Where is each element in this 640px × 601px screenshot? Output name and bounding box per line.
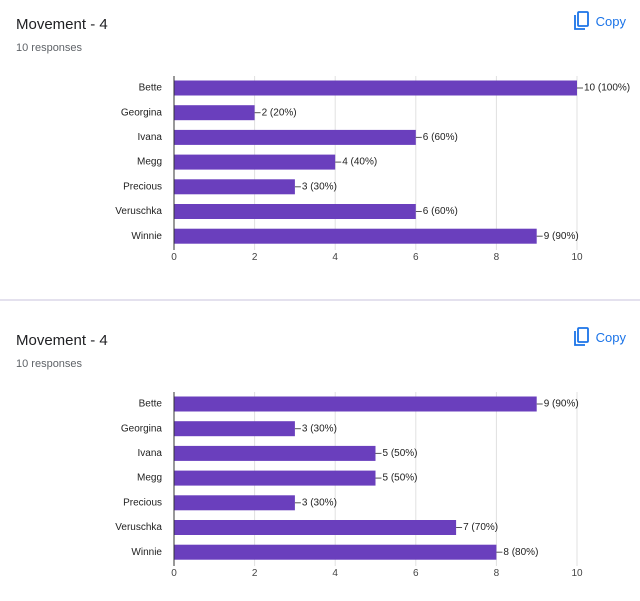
x-tick-label: 8 [494,252,500,263]
bar[interactable] [174,154,336,170]
category-label: Precious [123,497,162,508]
x-tick-label: 10 [571,568,583,579]
x-tick-label: 8 [494,568,500,579]
response-count: 10 responses [16,358,83,370]
bar[interactable] [174,396,537,412]
category-label: Winnie [131,547,162,558]
copy-icon [572,327,590,347]
data-label: 3 (30%) [302,497,337,508]
copy-icon [572,11,590,31]
bar[interactable] [174,544,497,560]
data-label: 8 (80%) [503,547,538,558]
copy-button[interactable]: Copy [572,327,626,347]
data-label: 4 (40%) [342,157,377,168]
category-label: Ivana [138,448,163,459]
copy-label: Copy [595,329,626,345]
chart-card-1: Movement - 4 10 responses Copy 0 2 4 6 8 10 Be… [0,0,640,285]
bar[interactable] [174,470,376,486]
card-title: Movement - 4 [16,16,108,33]
data-label: 5 (50%) [383,473,418,484]
data-label: 2 (20%) [262,107,297,118]
category-label: Georgina [121,423,163,434]
data-label: 10 (100%) [584,83,630,94]
bar[interactable] [174,445,376,461]
data-label: 6 (60%) [423,132,458,143]
x-tick-label: 2 [252,568,258,579]
card-separator [0,299,640,301]
response-count: 10 responses [16,42,83,54]
bar[interactable] [174,129,416,145]
bar[interactable] [174,495,295,511]
category-label: Georgina [121,107,163,118]
x-tick-label: 4 [332,252,338,263]
x-tick-label: 2 [252,252,258,263]
category-label: Megg [137,473,162,484]
x-tick-label: 0 [171,252,177,263]
copy-button[interactable]: Copy [572,11,626,31]
data-label: 5 (50%) [383,448,418,459]
data-label: 3 (30%) [302,423,337,434]
x-tick-label: 6 [413,252,419,263]
x-tick-label: 6 [413,568,419,579]
copy-label: Copy [595,13,626,29]
x-tick-label: 4 [332,568,338,579]
category-label: Veruschka [115,206,162,217]
category-label: Veruschka [115,522,162,533]
data-label: 3 (30%) [302,181,337,192]
category-label: Winnie [131,231,162,242]
bar[interactable] [174,228,537,244]
bar[interactable] [174,204,416,219]
data-label: 9 (90%) [544,231,579,242]
category-label: Bette [139,399,163,410]
bar[interactable] [174,520,457,535]
data-label: 6 (60%) [423,206,458,217]
data-label: 9 (90%) [544,399,579,410]
bar-chart: 0 2 4 6 8 10 Bette 9 (90%) Georgina 3 (30%) Ivana 5… [115,392,583,579]
bar-chart: 0 2 4 6 8 10 Bette 10 (100%) Georgina 2 (20%) Ivan… [115,76,630,263]
category-label: Bette [139,83,163,94]
bar[interactable] [174,105,255,121]
x-tick-label: 10 [571,252,583,263]
category-label: Ivana [138,132,163,143]
data-label: 7 (70%) [463,522,498,533]
bar[interactable] [174,179,295,195]
category-label: Megg [137,157,162,168]
bar[interactable] [174,421,295,437]
chart-card-2: Movement - 4 10 responses Copy 0 2 4 6 8 10 Be… [0,316,640,601]
bar[interactable] [174,80,577,96]
x-tick-label: 0 [171,568,177,579]
card-title: Movement - 4 [16,332,108,349]
category-label: Precious [123,181,162,192]
